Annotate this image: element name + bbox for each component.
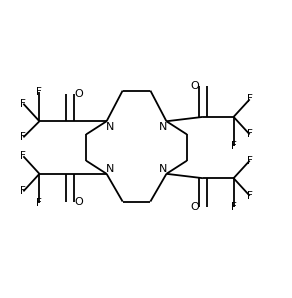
Text: F: F [20, 132, 26, 142]
Text: F: F [20, 99, 26, 109]
Text: O: O [74, 197, 83, 207]
Text: F: F [231, 202, 237, 212]
Text: O: O [190, 81, 199, 91]
Text: F: F [20, 151, 26, 161]
Text: F: F [247, 191, 253, 201]
Text: F: F [20, 186, 26, 196]
Text: O: O [74, 89, 83, 99]
Text: N: N [106, 164, 114, 173]
Text: N: N [159, 122, 167, 131]
Text: F: F [247, 156, 253, 166]
Text: N: N [106, 122, 114, 131]
Text: N: N [159, 164, 167, 173]
Text: F: F [36, 87, 42, 97]
Text: F: F [36, 198, 42, 208]
Text: F: F [247, 94, 253, 104]
Text: F: F [231, 141, 237, 151]
Text: F: F [247, 129, 253, 139]
Text: O: O [190, 202, 199, 212]
